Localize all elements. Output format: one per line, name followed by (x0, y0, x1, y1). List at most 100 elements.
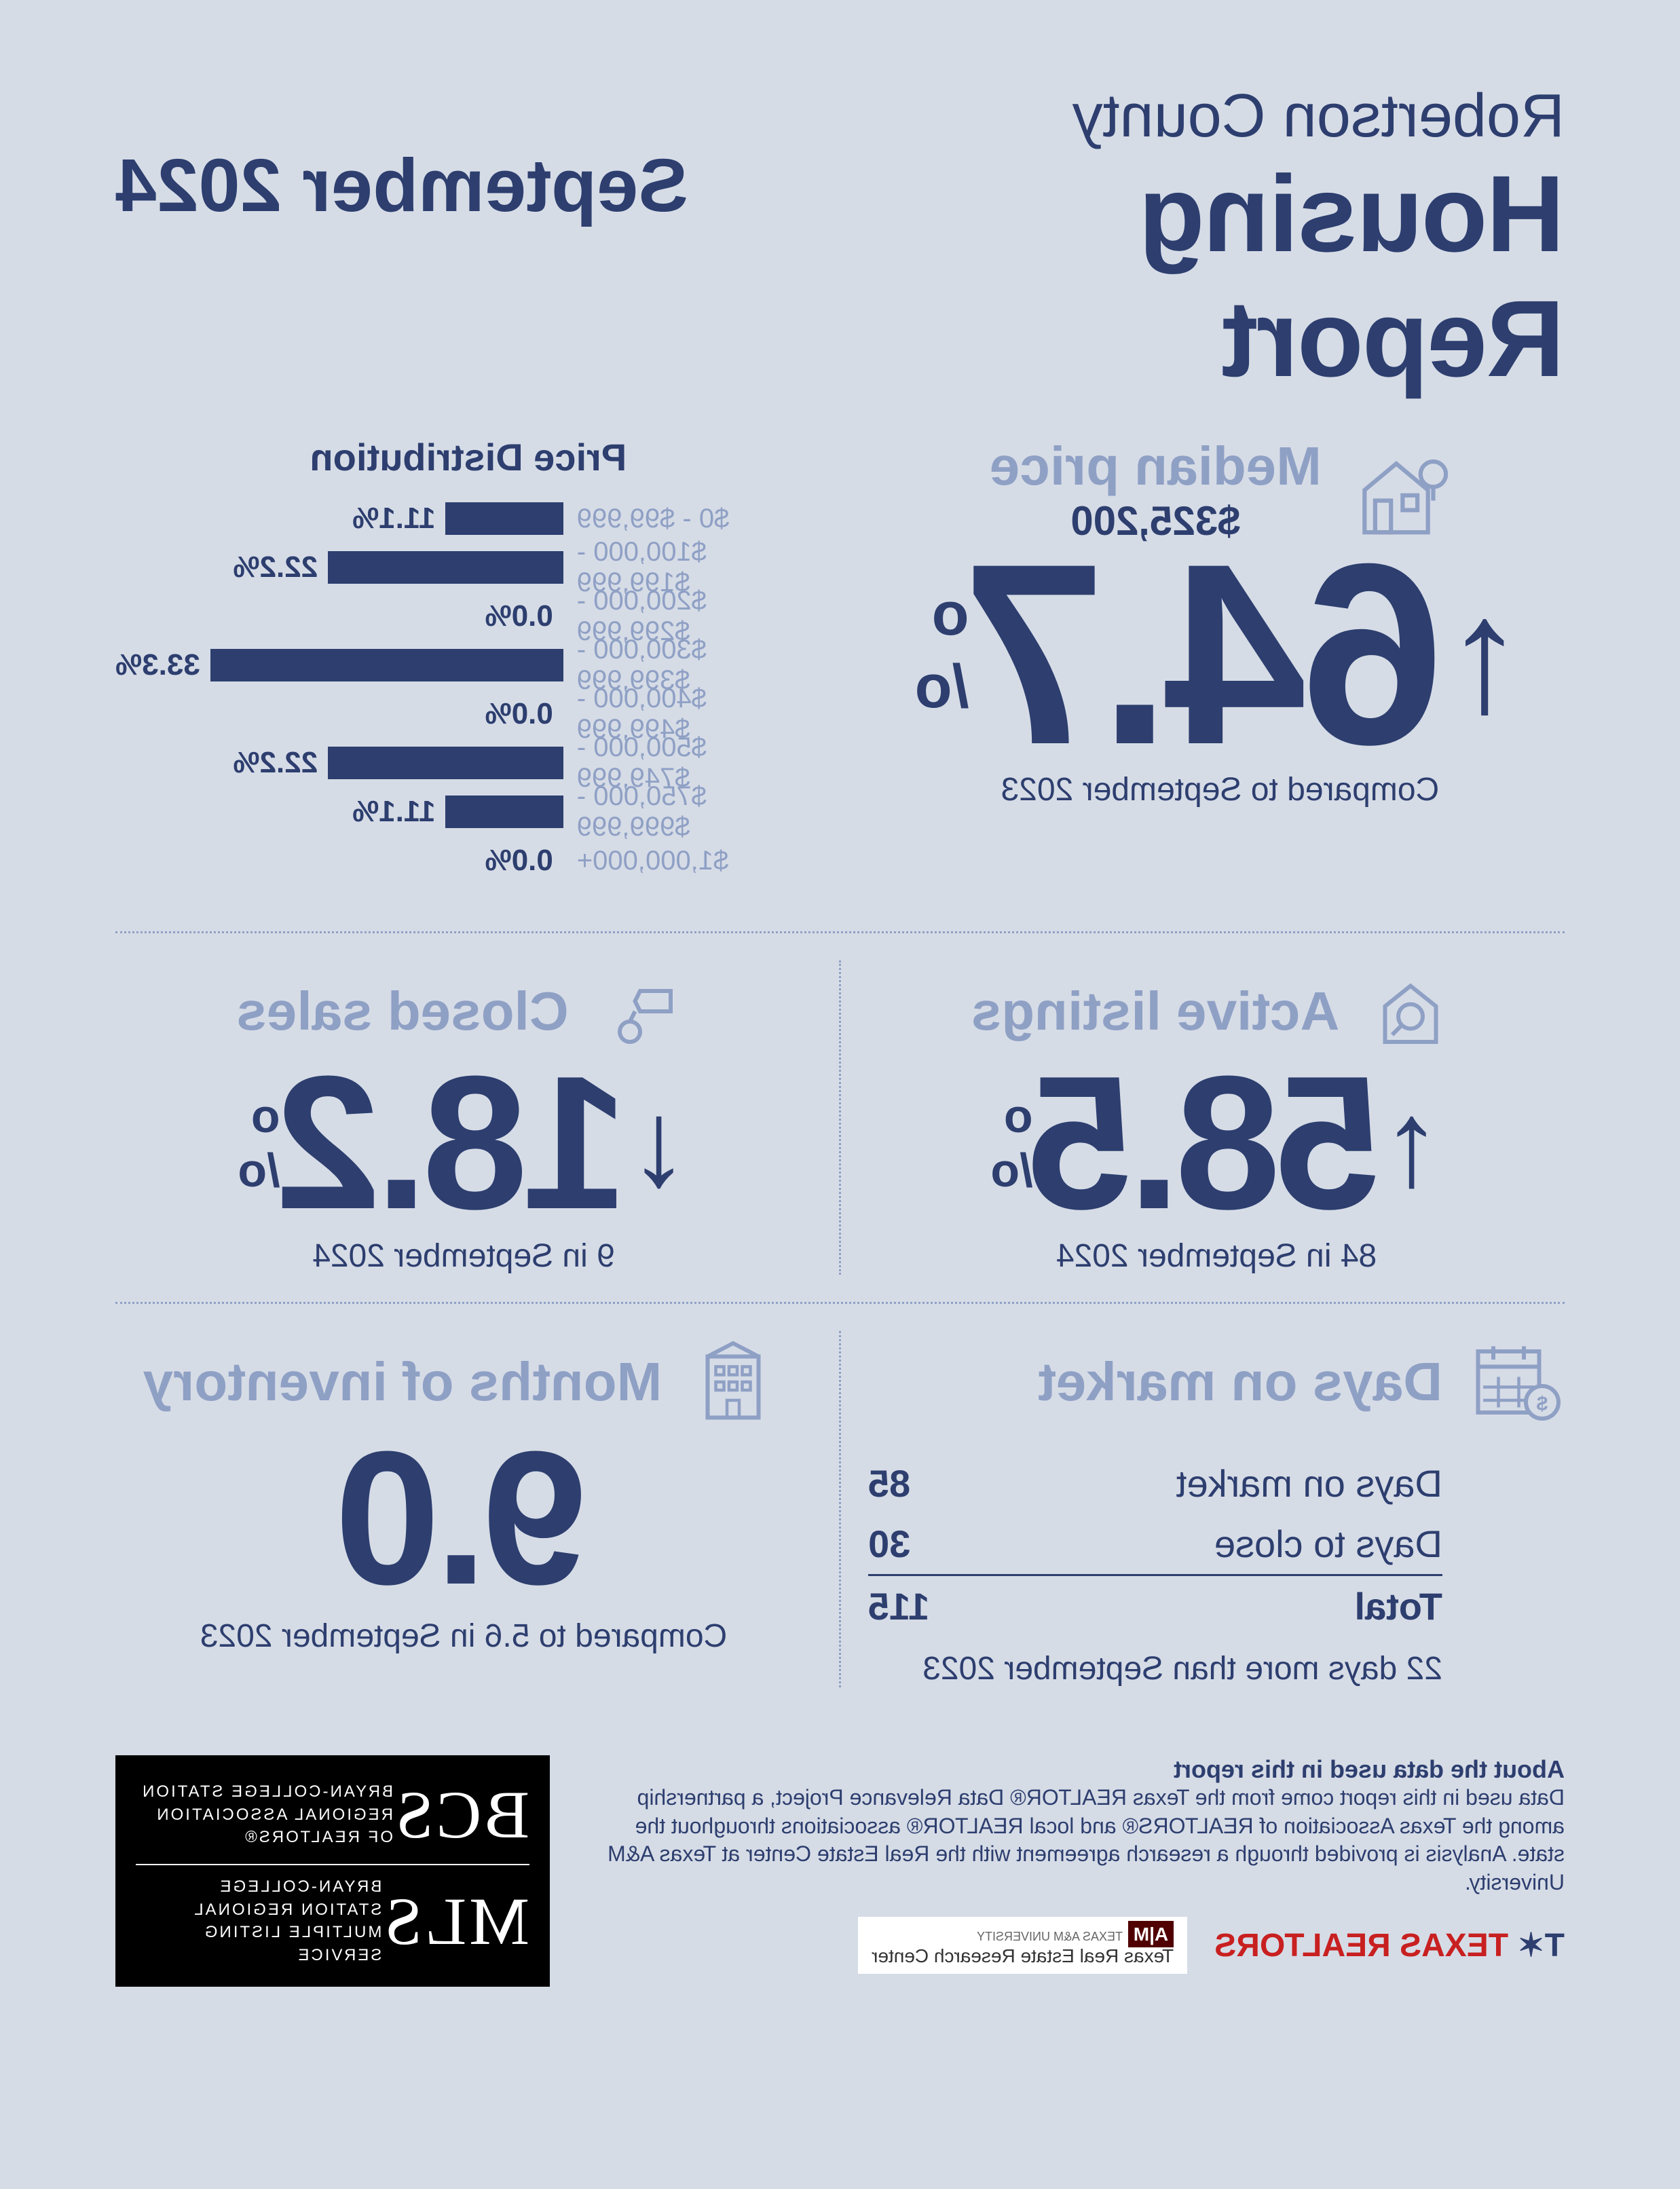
about-text: Data used in this report come from the T… (591, 1784, 1565, 1896)
active-percent: ↑ 58.5 o /o (868, 1062, 1565, 1224)
report-title: Housing Report (840, 151, 1565, 401)
footer-about: About the data used in this report Data … (591, 1755, 1565, 1987)
median-percent: ↑ 64.7 o /o (876, 551, 1565, 757)
dom-label: Days on market (1038, 1351, 1442, 1413)
price-dist-title: Price Distribution (115, 435, 821, 479)
pd-label: $0 - $99,999 (563, 504, 821, 534)
pd-value: 0.0% (485, 599, 553, 633)
dom-row-value: 30 (868, 1522, 910, 1566)
pd-bar-area: 22.2% (115, 746, 563, 780)
dom-row-label: Days on market (1176, 1461, 1442, 1505)
header-left: Robertson County Housing Report (840, 81, 1565, 401)
building-icon (682, 1331, 784, 1433)
active-label: Active listings (971, 980, 1339, 1043)
pd-bar (445, 796, 563, 828)
tr-icon: T✶ (1517, 1928, 1565, 1964)
pd-bar-area: 11.1% (115, 502, 563, 536)
pd-bar-area: 22.2% (115, 550, 563, 584)
median-price-block: Median price $325,200 ↑ 64.7 o /o Compar… (876, 435, 1565, 891)
divider-2 (115, 1302, 1565, 1304)
median-label: Median price (990, 435, 1322, 498)
pd-value: 33.3% (115, 648, 200, 682)
dom-row-value: 85 (868, 1461, 910, 1505)
footer: About the data used in this report Data … (115, 1755, 1565, 1987)
up-arrow-icon: ↑ (1381, 1073, 1442, 1214)
vertical-divider-2 (839, 1331, 841, 1687)
dom-total-label: Total (1354, 1584, 1442, 1628)
closed-sales-block: Closed sales ↓ 18.2 o /o 9 in September … (115, 960, 812, 1275)
pd-bar (328, 551, 563, 584)
active-caption: 84 in September 2024 (868, 1237, 1565, 1275)
calendar-dollar-icon: $ (1463, 1331, 1565, 1433)
closed-caption: 9 in September 2024 (115, 1237, 812, 1275)
mls-big: MLS (381, 1882, 529, 1960)
tr-text: TEXAS REALTORS (1214, 1928, 1508, 1964)
down-arrow-icon: ↓ (629, 1073, 690, 1214)
pd-value: 11.1% (352, 795, 435, 829)
price-dist-row: $1,000,000+ 0.0% (115, 842, 821, 880)
divider-1 (115, 931, 1565, 933)
pd-bar (210, 649, 563, 681)
dom-total-value: 115 (868, 1584, 929, 1628)
dom-row: Days to close 30 (868, 1514, 1442, 1574)
pd-value: 0.0% (485, 844, 553, 878)
texas-realtors-logo: T✶ TEXAS REALTORS (1214, 1926, 1565, 1964)
dom-total-row: Total 115 (868, 1574, 1442, 1636)
price-dist-row: $750,000 - $999,99911.1% (115, 793, 821, 831)
dom-row-label: Days to close (1214, 1522, 1442, 1566)
pd-bar-area: 33.3% (115, 648, 563, 682)
rerc-logo: A|M TEXAS A&M UNIVERSITY Texas Real Esta… (858, 1917, 1187, 1974)
dom-header: $ Days on market (868, 1331, 1565, 1433)
days-on-market-block: $ Days on market Days on market 85 Days … (868, 1331, 1565, 1687)
mls-small: BRYAN-COLLEGE STATION REGIONAL MULTIPLE … (136, 1875, 381, 1966)
pd-value: 11.1% (352, 502, 435, 536)
county-name: Robertson County (840, 81, 1565, 151)
price-dist-rows: $0 - $99,99911.1%$100,000 - $199,99922.2… (115, 500, 821, 880)
inventory-caption: Compared to 5.6 in September 2023 (115, 1617, 812, 1655)
pd-label: $1,000,000+ (563, 846, 821, 876)
rerc-text: Texas Real Estate Research Center (872, 1945, 1174, 1966)
inv-label: Months of inventory (143, 1351, 662, 1413)
pd-value: 22.2% (233, 550, 318, 584)
pd-bar (445, 502, 563, 535)
dom-rows: Days on market 85 Days to close 30 Total… (868, 1453, 1565, 1636)
price-dist-row: $0 - $99,999 11.1% (115, 500, 821, 538)
logos-row: T✶ TEXAS REALTORS A|M TEXAS A&M UNIVERSI… (591, 1917, 1565, 1974)
bcs-mls-logo: BCS BRYAN-COLLEGE STATION REGIONAL ASSOC… (115, 1755, 550, 1987)
pct-bot: /o (990, 1143, 1032, 1197)
row-active-closed: Active listings ↑ 58.5 o /o 84 in Septem… (115, 960, 1565, 1275)
price-distribution-block: Price Distribution $0 - $99,99911.1%$100… (115, 435, 821, 891)
bcs-small: BRYAN-COLLEGE STATION REGIONAL ASSOCIATI… (136, 1780, 393, 1849)
bcs-big: BCS (393, 1776, 529, 1854)
median-percent-number: 64.7 (969, 551, 1444, 757)
closed-number: 18.2 (280, 1062, 629, 1224)
svg-text:$: $ (1536, 1393, 1548, 1415)
active-number: 58.5 (1033, 1062, 1381, 1224)
dom-caption: 22 days more than September 2023 (868, 1650, 1565, 1687)
up-arrow-icon: ↑ (1444, 589, 1525, 719)
inventory-block: Months of inventory 9.0 Compared to 5.6 … (115, 1331, 812, 1687)
report-date: September 2024 (115, 143, 840, 229)
inventory-value: 9.0 (115, 1433, 812, 1604)
active-listings-block: Active listings ↑ 58.5 o /o 84 in Septem… (868, 960, 1565, 1275)
pd-bar (328, 747, 563, 779)
row-median-pricedist: Median price $325,200 ↑ 64.7 o /o Compar… (115, 435, 1565, 891)
atm-icon: A|M (1128, 1921, 1174, 1947)
closed-label: Closed sales (236, 980, 568, 1043)
pd-value: 0.0% (485, 697, 553, 731)
percent-o-bot: /o (915, 652, 969, 722)
closed-percent: ↓ 18.2 o /o (115, 1062, 812, 1224)
price-dist-row: $500,000 - $749,99922.2% (115, 744, 821, 782)
pd-bar-area: 11.1% (115, 795, 563, 829)
rerc-small: TEXAS A&M UNIVERSITY (977, 1930, 1123, 1943)
pd-bar-area: 0.0% (115, 697, 563, 731)
bcs-row: BCS BRYAN-COLLEGE STATION REGIONAL ASSOC… (136, 1776, 529, 1865)
pd-label: $750,000 - $999,999 (563, 781, 821, 842)
pd-value: 22.2% (233, 746, 318, 780)
header: Robertson County Housing Report Septembe… (115, 81, 1565, 401)
dom-row: Days on market 85 (868, 1453, 1442, 1514)
price-dist-row: $300,000 - $399,99933.3% (115, 646, 821, 684)
vertical-divider-1 (839, 960, 841, 1275)
pct-top: o (1004, 1089, 1033, 1143)
pd-bar-area: 0.0% (115, 599, 563, 633)
